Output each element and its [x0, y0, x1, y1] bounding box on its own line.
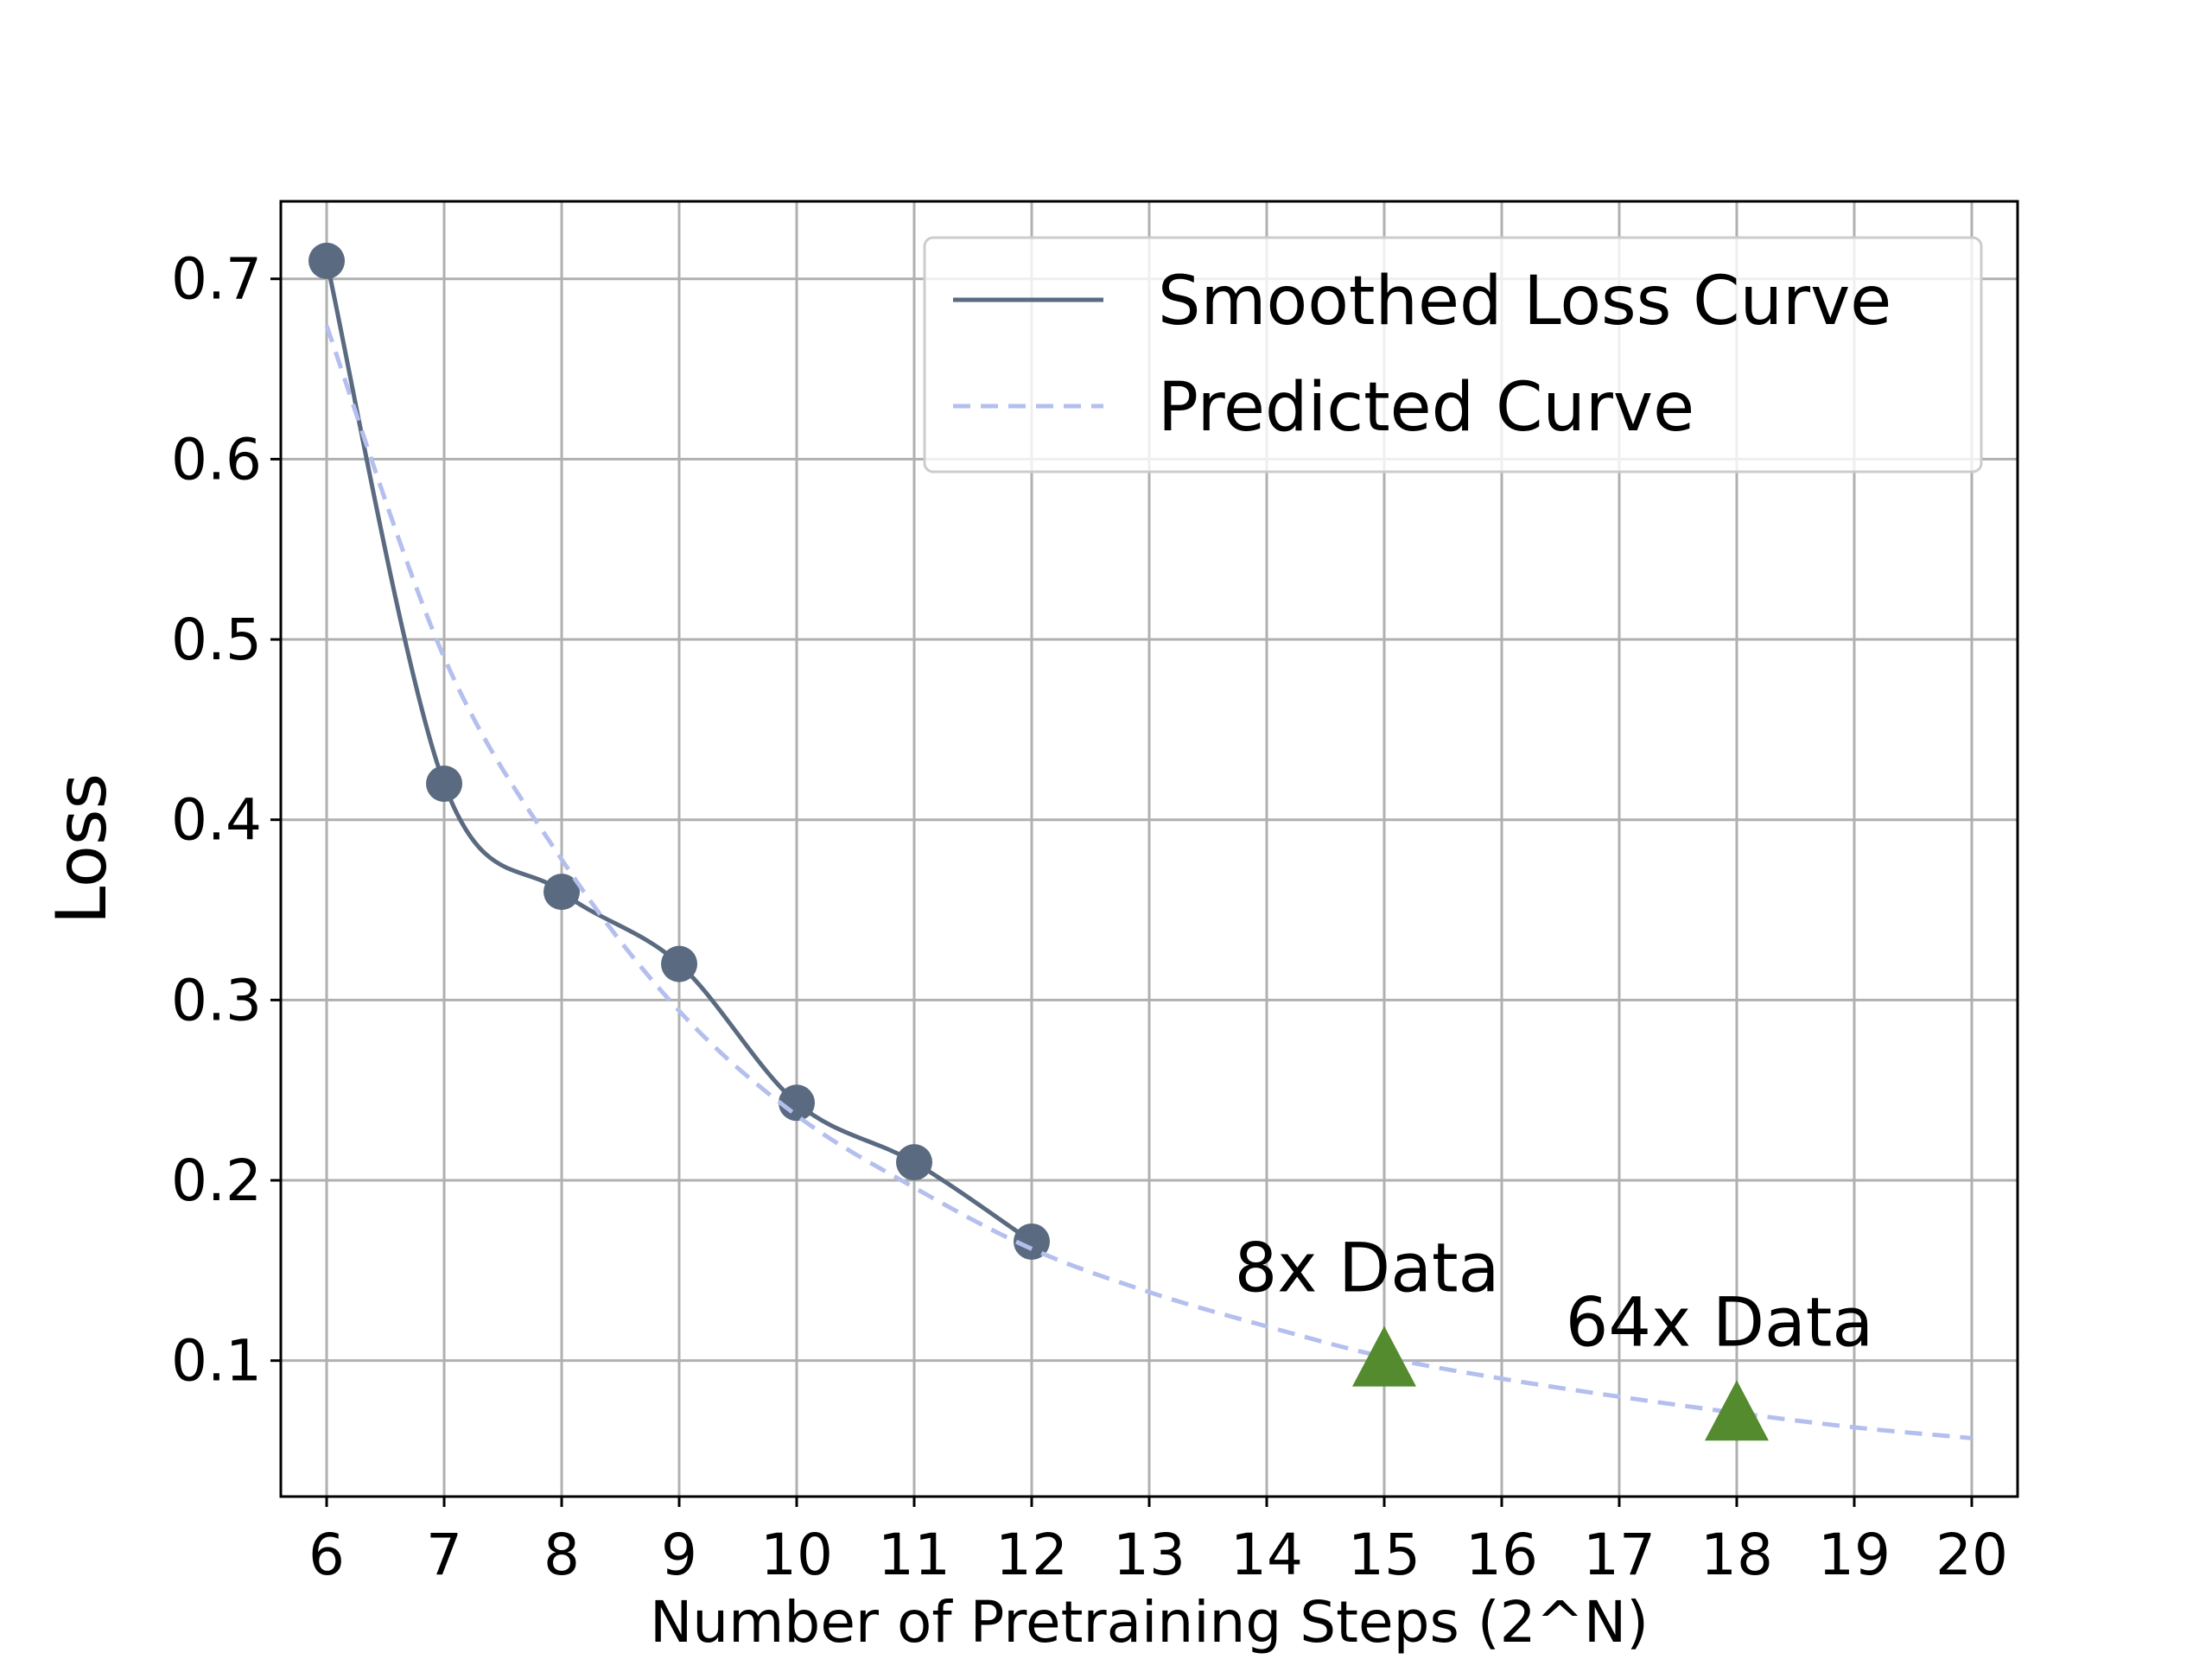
legend: Smoothed Loss Curve Predicted Curve: [923, 236, 1983, 474]
series-line: [324, 260, 1033, 1244]
annotation-label: 64x Data: [1566, 1284, 1873, 1362]
annotation-marker: [1704, 1380, 1769, 1441]
legend-box: [923, 236, 1983, 474]
y-tick-label: 0.7: [171, 246, 262, 313]
x-tick-label: 9: [661, 1522, 697, 1588]
x-tick-label: 18: [1700, 1522, 1773, 1588]
y-tick-label: 0.4: [171, 787, 262, 854]
data-point: [543, 874, 581, 911]
x-tick-label: 19: [1818, 1522, 1891, 1588]
x-tick-label: 6: [308, 1522, 345, 1588]
legend-label: Smoothed Loss Curve: [1158, 263, 1891, 340]
x-tick-label: 16: [1465, 1522, 1538, 1588]
data-point: [308, 242, 346, 279]
x-tick-label: 13: [1113, 1522, 1185, 1588]
annotation-marker: [1351, 1325, 1416, 1387]
annotation-label: 8x Data: [1235, 1230, 1500, 1308]
y-axis-label: Loss: [41, 773, 122, 925]
x-tick-label: 15: [1348, 1522, 1421, 1588]
y-tick-label: 0.2: [171, 1147, 262, 1214]
legend-label: Predicted Curve: [1158, 369, 1694, 447]
y-tick-label: 0.5: [171, 607, 262, 673]
x-tick-label: 20: [1936, 1522, 2008, 1588]
x-tick-label: 11: [878, 1522, 950, 1588]
plot-frame: [279, 200, 2019, 1498]
y-tick-label: 0.1: [171, 1328, 262, 1395]
data-point: [896, 1144, 933, 1181]
data-point: [779, 1084, 816, 1122]
data-point: [1014, 1223, 1051, 1260]
x-tick-label: 8: [543, 1522, 580, 1588]
data-point: [426, 765, 463, 802]
x-tick-label: 17: [1583, 1522, 1656, 1588]
x-tick-label: 10: [760, 1522, 833, 1588]
x-tick-label: 12: [995, 1522, 1068, 1588]
x-axis-label: Number of Pretraining Steps (2^N): [650, 1589, 1649, 1656]
x-tick-label: 14: [1230, 1522, 1303, 1588]
x-tick-label: 7: [426, 1522, 462, 1588]
y-tick-label: 0.6: [171, 426, 262, 493]
data-point: [661, 945, 698, 982]
series-line: [324, 325, 1973, 1440]
y-tick-label: 0.3: [171, 967, 262, 1033]
